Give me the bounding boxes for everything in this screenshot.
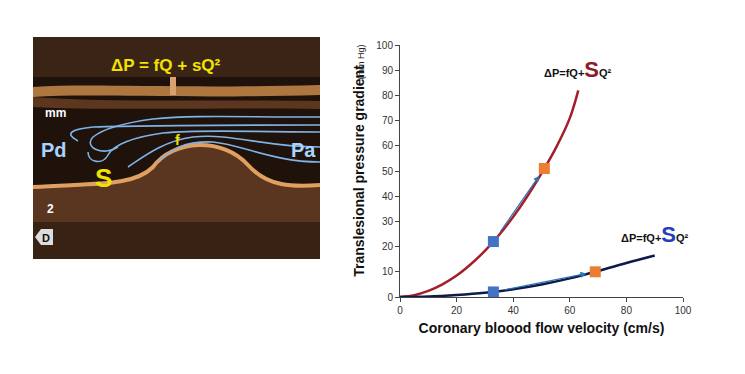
svg-text:ΔP=fQ+SQ²: ΔP=fQ+SQ² <box>544 57 612 82</box>
svg-text:ΔP=fQ+SQ²: ΔP=fQ+SQ² <box>621 222 689 247</box>
svg-text:f: f <box>175 132 180 148</box>
svg-text:0: 0 <box>387 292 393 303</box>
svg-text:2: 2 <box>47 202 54 216</box>
svg-text:ΔP = fQ + sQ²: ΔP = fQ + sQ² <box>111 56 221 75</box>
svg-text:20: 20 <box>382 241 394 252</box>
svg-text:50: 50 <box>382 166 394 177</box>
svg-text:S: S <box>95 163 112 193</box>
svg-text:100: 100 <box>376 40 393 51</box>
svg-text:Pa: Pa <box>291 139 316 161</box>
svg-text:Pd: Pd <box>41 139 67 161</box>
svg-text:70: 70 <box>382 115 394 126</box>
svg-text:Coronary bloood flow velocity: Coronary bloood flow velocity (cm/s) <box>419 320 665 336</box>
svg-text:20: 20 <box>451 305 463 316</box>
svg-text:(mm Hg): (mm Hg) <box>356 45 366 80</box>
svg-text:10: 10 <box>382 266 394 277</box>
svg-text:80: 80 <box>382 90 394 101</box>
svg-text:Translesional pressure gradien: Translesional pressure gradient <box>351 65 367 277</box>
svg-text:100: 100 <box>675 305 692 316</box>
svg-text:30: 30 <box>382 216 394 227</box>
svg-text:D: D <box>42 232 50 244</box>
svg-text:60: 60 <box>564 305 576 316</box>
svg-text:90: 90 <box>382 65 394 76</box>
svg-text:40: 40 <box>382 191 394 202</box>
svg-text:60: 60 <box>382 140 394 151</box>
svg-text:mm: mm <box>45 106 66 120</box>
svg-text:80: 80 <box>621 305 633 316</box>
svg-text:0: 0 <box>397 305 403 316</box>
svg-text:40: 40 <box>508 305 520 316</box>
